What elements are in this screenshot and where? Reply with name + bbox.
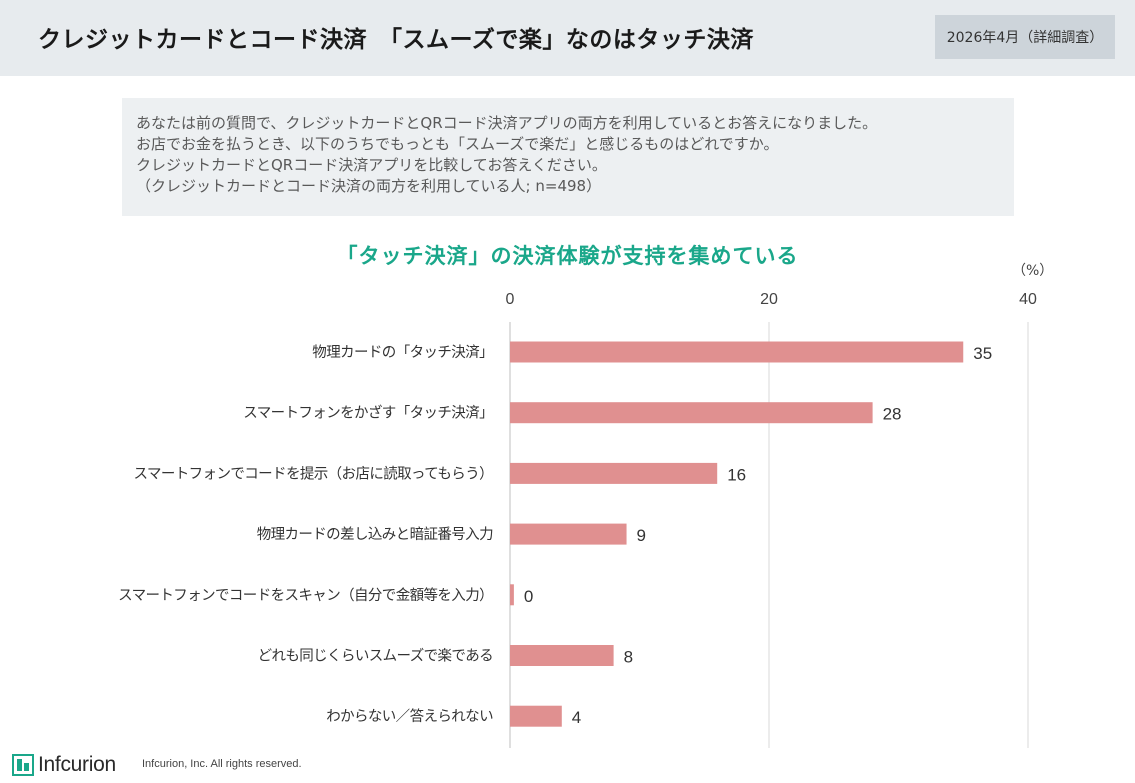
- data-label: 0: [524, 587, 533, 606]
- survey-date-badge: 2026年4月（詳細調査）: [935, 15, 1115, 59]
- data-label: 8: [624, 648, 633, 667]
- logo-text: Infcurion: [38, 753, 116, 776]
- bar: [510, 705, 562, 727]
- question-line: お店でお金を払うとき、以下のうちでもっとも「スムーズで楽だ」と感じるものはどれで…: [136, 135, 779, 153]
- x-tick-label: 0: [506, 291, 515, 308]
- x-tick-label: 40: [1019, 291, 1037, 308]
- data-label: 16: [727, 465, 746, 484]
- infcurion-logo-icon: [12, 754, 34, 776]
- header-bar: クレジットカードとコード決済 「スムーズで楽」なのはタッチ決済 2026年4月（…: [0, 0, 1135, 76]
- x-tick-label: 20: [760, 291, 778, 308]
- category-label: どれも同じくらいスムーズで楽である: [258, 648, 493, 665]
- category-label: スマートフォンでコードをスキャン（自分で金額等を入力）: [118, 586, 493, 604]
- category-label: 物理カードの差し込みと暗証番号入力: [257, 526, 493, 543]
- category-label: スマートフォンをかざす「タッチ決済」: [243, 404, 493, 422]
- bar: [510, 341, 964, 363]
- question-line: あなたは前の質問で、クレジットカードとQRコード決済アプリの両方を利用していると…: [136, 114, 878, 132]
- bar: [510, 402, 873, 424]
- question-line: クレジットカードとQRコード決済アプリを比較してお答えください。: [136, 156, 607, 174]
- unit-label: （%）: [1012, 263, 1054, 279]
- category-label: スマートフォンでコードを提示（お店に読取ってもらう）: [133, 465, 493, 482]
- data-label: 4: [572, 708, 581, 727]
- data-label: 9: [637, 526, 646, 545]
- data-label: 28: [883, 405, 902, 424]
- page-title: クレジットカードとコード決済 「スムーズで楽」なのはタッチ決済: [38, 27, 754, 53]
- chart-title: 「タッチ決済」の決済体験が支持を集めている: [336, 244, 799, 268]
- bar: [510, 523, 627, 545]
- question-box: あなたは前の質問で、クレジットカードとQRコード決済アプリの両方を利用していると…: [122, 98, 1014, 216]
- data-label: 35: [973, 344, 992, 363]
- bar: [510, 645, 614, 666]
- copyright: Infcurion, Inc. All rights reserved.: [142, 758, 302, 770]
- question-line: （クレジットカードとコード決済の両方を利用している人; n=498）: [136, 177, 602, 195]
- category-label: 物理カードの「タッチ決済」: [312, 344, 493, 361]
- company-logo: Infcurion: [12, 752, 116, 778]
- category-label: わからない／答えられない: [326, 708, 493, 725]
- bar: [510, 584, 514, 606]
- bar: [510, 462, 718, 484]
